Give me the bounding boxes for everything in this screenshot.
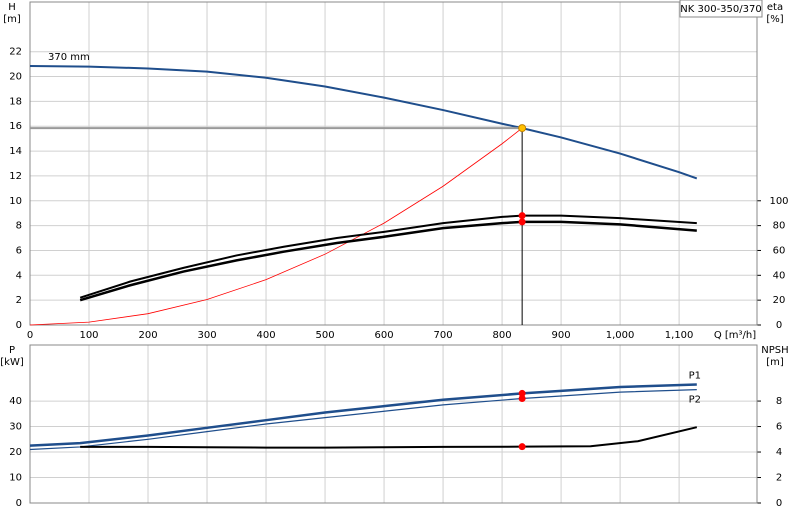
curve — [80, 426, 698, 449]
y-tick-label: 20 — [9, 72, 22, 83]
y-tick-label: 30 — [9, 422, 22, 433]
y2-axis-label: [%] — [766, 14, 783, 25]
y2-tick-label: 8 — [776, 396, 782, 407]
x-tick-label: 500 — [316, 330, 335, 341]
x-tick-label: 400 — [256, 330, 275, 341]
y2-tick-label: 0 — [776, 320, 782, 331]
y-tick-label: 22 — [9, 47, 22, 58]
y-tick-label: 8 — [16, 221, 22, 232]
y-tick-label: 0 — [16, 320, 22, 331]
y-tick-label: 20 — [9, 447, 22, 458]
duty-point — [518, 212, 526, 220]
duty-point — [518, 124, 527, 133]
y2-tick-label: 100 — [769, 196, 788, 207]
title-box — [679, 0, 763, 18]
x-tick-label: 200 — [138, 330, 157, 341]
y-tick-label: 16 — [9, 121, 22, 132]
duty-point — [518, 218, 526, 226]
y2-axis-label: NPSH — [761, 345, 788, 356]
y2-tick-label: 4 — [776, 447, 782, 458]
x-tick-label: 900 — [552, 330, 571, 341]
x-tick-label: 1,000 — [606, 330, 635, 341]
x-axis-label: Q [m³/h] — [714, 330, 756, 341]
duty-point — [518, 443, 526, 451]
y2-tick-label: 40 — [773, 270, 786, 281]
y-axis-label: [m] — [3, 14, 21, 25]
y-axis-label: P — [9, 345, 15, 356]
y-axis-label: [kW] — [0, 357, 24, 368]
curve — [79, 214, 697, 299]
y2-tick-label: 6 — [776, 422, 782, 433]
x-tick-label: 1,100 — [665, 330, 694, 341]
curve — [29, 383, 697, 447]
y2-tick-label: 60 — [773, 245, 786, 256]
curve — [29, 64, 698, 180]
chart-title: NK 300-350/370 — [680, 4, 761, 15]
y-tick-label: 4 — [16, 270, 22, 281]
curve — [29, 388, 697, 451]
y-tick-label: 40 — [9, 396, 22, 407]
x-tick-label: 300 — [197, 330, 216, 341]
y-tick-label: 2 — [16, 295, 22, 306]
x-tick-label: 0 — [27, 330, 33, 341]
x-tick-label: 100 — [79, 330, 98, 341]
x-tick-label: 700 — [434, 330, 453, 341]
curve-label: P1 — [689, 371, 701, 382]
y-tick-label: 18 — [9, 96, 22, 107]
y-tick-label: 6 — [16, 245, 22, 256]
y-tick-label: 0 — [16, 498, 22, 509]
plot-frame — [29, 1, 758, 326]
duty-point — [518, 395, 526, 403]
y-tick-label: 14 — [9, 146, 22, 157]
y-tick-label: 10 — [9, 473, 22, 484]
curve-label: P2 — [689, 395, 701, 406]
duty-point — [518, 389, 526, 397]
y-axis-label: H — [8, 2, 16, 13]
y2-tick-label: 20 — [773, 295, 786, 306]
curve — [79, 220, 697, 302]
y2-tick-label: 0 — [776, 498, 782, 509]
y2-tick-label: 80 — [773, 221, 786, 232]
curve — [29, 127, 523, 326]
y2-axis-label: eta — [767, 2, 783, 13]
y2-tick-label: 2 — [776, 473, 782, 484]
y2-axis-label: [m] — [766, 357, 784, 368]
curve-label: 370 mm — [48, 52, 90, 63]
x-tick-label: 800 — [493, 330, 512, 341]
x-tick-label: 600 — [375, 330, 394, 341]
y-tick-label: 10 — [9, 196, 22, 207]
y-tick-label: 12 — [9, 171, 22, 182]
plot-frame — [29, 344, 758, 504]
